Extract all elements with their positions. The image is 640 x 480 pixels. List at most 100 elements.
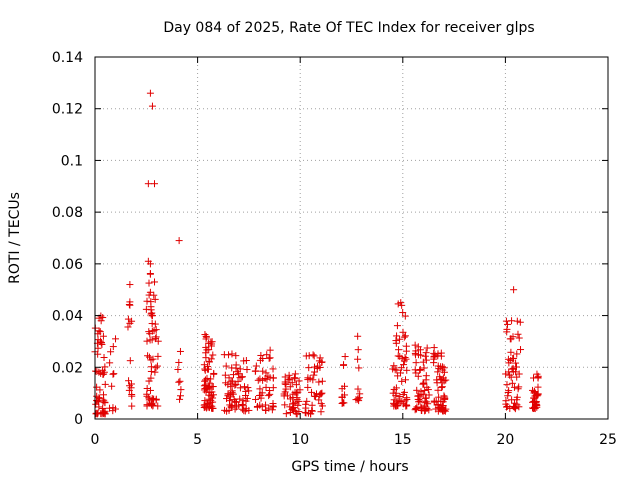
data-point (393, 332, 401, 340)
data-point (112, 335, 120, 343)
data-point (238, 400, 246, 408)
data-point (92, 400, 100, 408)
data-point (208, 383, 216, 391)
data-point (125, 386, 133, 394)
data-point (423, 344, 431, 352)
data-point (504, 388, 512, 396)
data-point (513, 373, 521, 381)
data-point (253, 403, 261, 411)
data-point (394, 372, 402, 380)
data-point (401, 376, 409, 384)
chart-title: Day 084 of 2025, Rate Of TEC Index for r… (163, 20, 534, 36)
data-point (354, 346, 362, 354)
data-point (176, 347, 184, 355)
data-point (231, 398, 239, 406)
data-point (232, 381, 240, 389)
data-point (209, 398, 217, 406)
data-point (100, 353, 108, 361)
data-point (286, 403, 294, 411)
data-point (203, 374, 211, 382)
data-point (153, 362, 161, 370)
x-tick-label: 25 (599, 432, 617, 448)
data-point (440, 368, 448, 376)
data-point (245, 387, 253, 395)
data-point (318, 402, 326, 410)
data-point (143, 297, 151, 305)
data-point (206, 388, 214, 396)
data-point (282, 380, 290, 388)
data-point (144, 180, 152, 188)
data-point (147, 356, 155, 364)
data-point (200, 361, 208, 369)
data-point (262, 369, 270, 377)
data-point (148, 312, 156, 320)
data-point (399, 328, 407, 336)
data-point (201, 385, 209, 393)
data-point (416, 366, 424, 374)
x-tick-label: 0 (91, 432, 100, 448)
data-point (304, 374, 312, 382)
data-point (512, 359, 520, 367)
data-point (209, 351, 217, 359)
data-point (508, 379, 516, 387)
data-point (310, 371, 318, 379)
data-point (127, 380, 135, 388)
data-point (146, 260, 154, 268)
data-point (440, 392, 448, 400)
data-point (437, 375, 445, 383)
data-point (148, 320, 156, 328)
data-point (126, 281, 134, 289)
data-point (503, 328, 511, 336)
data-point (309, 351, 317, 359)
data-point (230, 371, 238, 379)
data-point (291, 370, 299, 378)
data-point (285, 371, 293, 379)
data-point (281, 401, 289, 409)
data-point (422, 356, 430, 364)
data-point (232, 352, 240, 360)
data-point (152, 326, 160, 334)
data-point (434, 362, 442, 370)
data-point (282, 410, 290, 418)
data-point (318, 358, 326, 366)
data-point (434, 400, 442, 408)
data-point (422, 349, 430, 357)
data-point (269, 384, 277, 392)
data-point (318, 377, 326, 385)
data-point (309, 376, 317, 384)
data-point (390, 362, 398, 370)
data-point (236, 365, 244, 373)
data-point (397, 299, 405, 307)
data-point (98, 340, 106, 348)
y-tick-label: 0.12 (52, 102, 83, 118)
data-marks (91, 89, 542, 418)
data-point (424, 400, 432, 408)
data-point (534, 383, 542, 391)
data-point (228, 387, 236, 395)
data-point (204, 384, 212, 392)
y-tick-label: 0.02 (52, 360, 83, 376)
data-point (145, 279, 153, 287)
data-point (510, 286, 518, 294)
data-point (243, 366, 251, 374)
data-point (411, 341, 419, 349)
data-point (317, 408, 325, 416)
data-point (503, 381, 511, 389)
data-point (151, 368, 159, 376)
data-point (223, 395, 231, 403)
data-point (411, 366, 419, 374)
data-point (533, 391, 541, 399)
data-point (149, 396, 157, 404)
data-point (235, 370, 243, 378)
data-point (531, 397, 539, 405)
data-point (108, 382, 116, 390)
data-point (532, 401, 540, 409)
data-point (101, 380, 109, 388)
data-point (151, 180, 159, 188)
data-point (256, 385, 264, 393)
data-point (143, 392, 151, 400)
data-point (175, 378, 183, 386)
data-point (502, 397, 510, 405)
data-point (516, 318, 524, 326)
data-point (304, 383, 312, 391)
